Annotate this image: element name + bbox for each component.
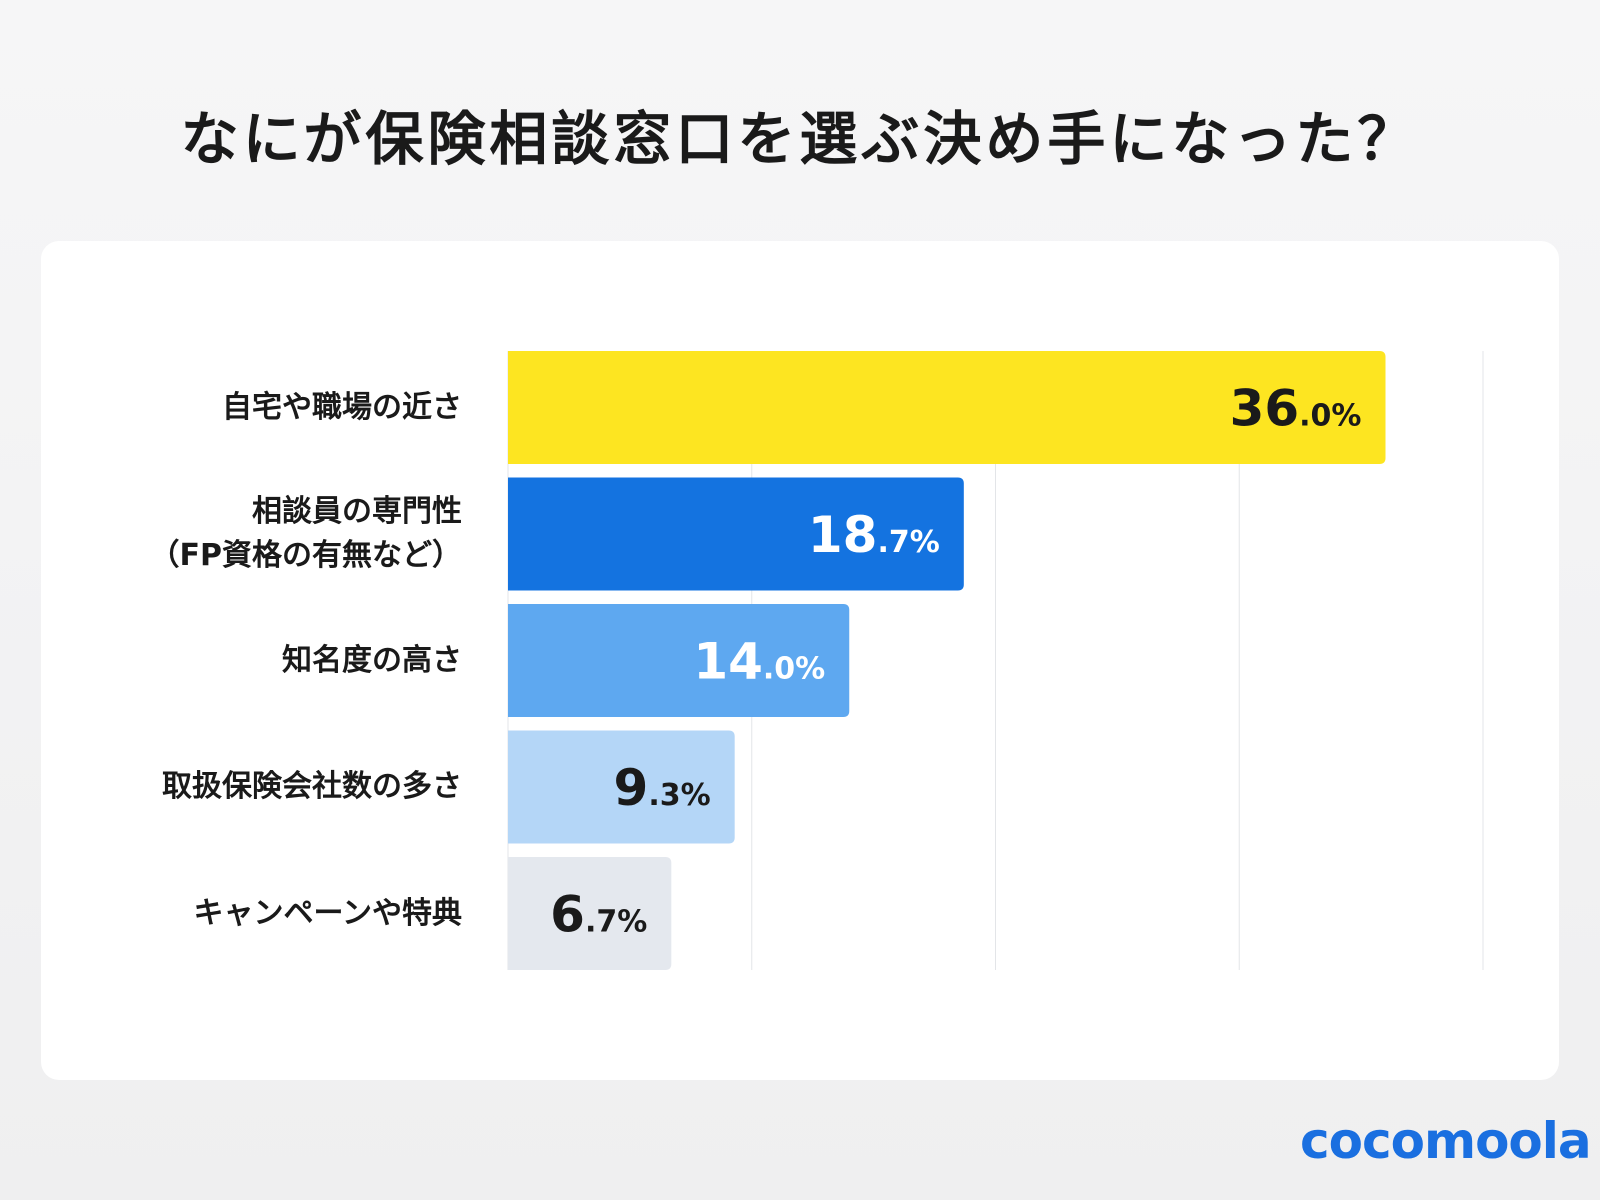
bar [508,477,964,591]
data-label: 18.7% [808,506,940,564]
bar [508,351,1386,464]
bar [508,604,850,717]
category-label: キャンペーンや特典 [193,895,463,931]
category-label: 知名度の高さ [282,642,462,678]
data-label: 36.0% [1230,380,1362,438]
data-label: 14.0% [693,633,825,691]
cocomoola-logo: cocomoola [1300,1112,1592,1170]
data-label: 9.3% [614,759,711,817]
bar [508,730,735,844]
bar [508,857,672,970]
chart-title: なにが保険相談窓口を選ぶ決め手になった？ [180,105,1420,173]
data-label: 6.7% [550,886,647,944]
category-label: 相談員の専門性 （FP資格の有無など） [149,494,462,573]
category-label: 自宅や職場の近さ [222,389,462,425]
category-label: 取扱保険会社数の多さ [162,769,462,804]
